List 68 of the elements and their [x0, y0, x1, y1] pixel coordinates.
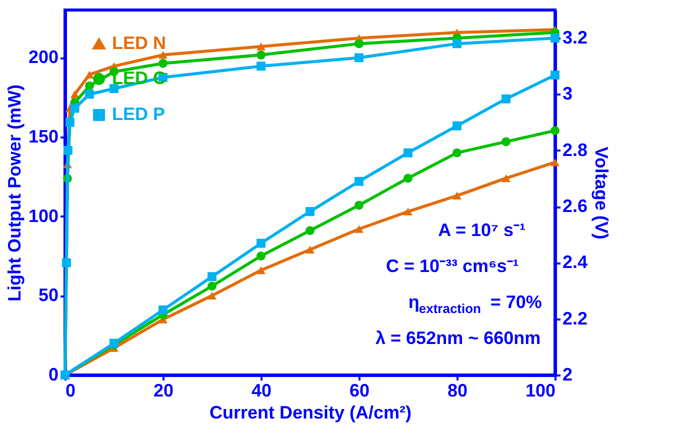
point — [354, 176, 364, 186]
point — [158, 51, 168, 59]
point — [85, 81, 94, 90]
point — [158, 58, 168, 68]
point — [256, 238, 266, 248]
legend-label: LED N — [112, 33, 166, 53]
y2-tick-label: 2.4 — [562, 252, 588, 272]
x-tick-label: 40 — [251, 380, 272, 400]
point — [208, 282, 216, 291]
point — [452, 121, 462, 130]
annotation: λ = 652nm ~ 660nm — [376, 328, 541, 348]
point — [354, 39, 364, 48]
y-axis-title: Light Output Power (mW) — [4, 84, 24, 302]
point — [404, 208, 412, 216]
point — [550, 70, 560, 80]
x-tick-label: 60 — [349, 380, 370, 400]
point — [70, 104, 80, 113]
point — [256, 50, 266, 60]
y2-tick-label: 2 — [562, 364, 573, 384]
point — [502, 94, 510, 104]
y2-tick-label: 3.2 — [562, 28, 588, 48]
point — [550, 158, 560, 166]
point — [404, 148, 412, 158]
y2-tick-label: 3 — [562, 84, 573, 104]
y-tick-label: 200 — [28, 47, 58, 68]
point — [306, 226, 314, 236]
point — [85, 90, 94, 99]
point — [354, 53, 364, 62]
point — [110, 84, 118, 94]
x-tick-label: 20 — [153, 380, 174, 400]
y-tick-label: 150 — [28, 126, 58, 146]
point — [158, 305, 168, 314]
point — [85, 70, 94, 78]
y2-tick-label: 2.8 — [562, 140, 588, 160]
point — [256, 62, 266, 71]
point — [62, 258, 71, 268]
y-tick-label: 50 — [38, 285, 58, 306]
point — [502, 137, 510, 146]
x-tick-label: 100 — [525, 380, 556, 400]
point — [452, 39, 462, 48]
point — [306, 246, 314, 254]
x-tick-label: 80 — [447, 380, 468, 400]
point — [502, 174, 510, 182]
y2-tick-label: 2.2 — [562, 308, 588, 328]
y-tick-label: 100 — [28, 206, 58, 226]
point — [354, 200, 364, 210]
annotation: C = 10⁻³³ cm⁶s⁻¹ — [386, 256, 519, 276]
point — [404, 174, 412, 183]
y2-axis-title: Voltage (V) — [592, 146, 612, 240]
annotation: A = 10⁷ s⁻¹ — [438, 220, 526, 240]
point — [63, 146, 72, 155]
point — [256, 266, 266, 274]
point — [208, 292, 216, 300]
point — [550, 34, 560, 43]
point — [70, 90, 80, 98]
point — [452, 148, 462, 158]
x-axis-title: Current Density (A/cm²) — [209, 402, 412, 422]
legend-label: LED P — [112, 104, 166, 124]
point — [354, 225, 364, 233]
y2-tick-label: 2.6 — [562, 196, 588, 216]
point — [550, 126, 560, 136]
y-tick-label: 0 — [48, 364, 58, 384]
point — [306, 207, 314, 216]
point — [256, 42, 266, 50]
point — [256, 252, 266, 260]
x-tick-label: 0 — [66, 380, 76, 400]
point — [452, 192, 462, 200]
point — [208, 272, 216, 282]
